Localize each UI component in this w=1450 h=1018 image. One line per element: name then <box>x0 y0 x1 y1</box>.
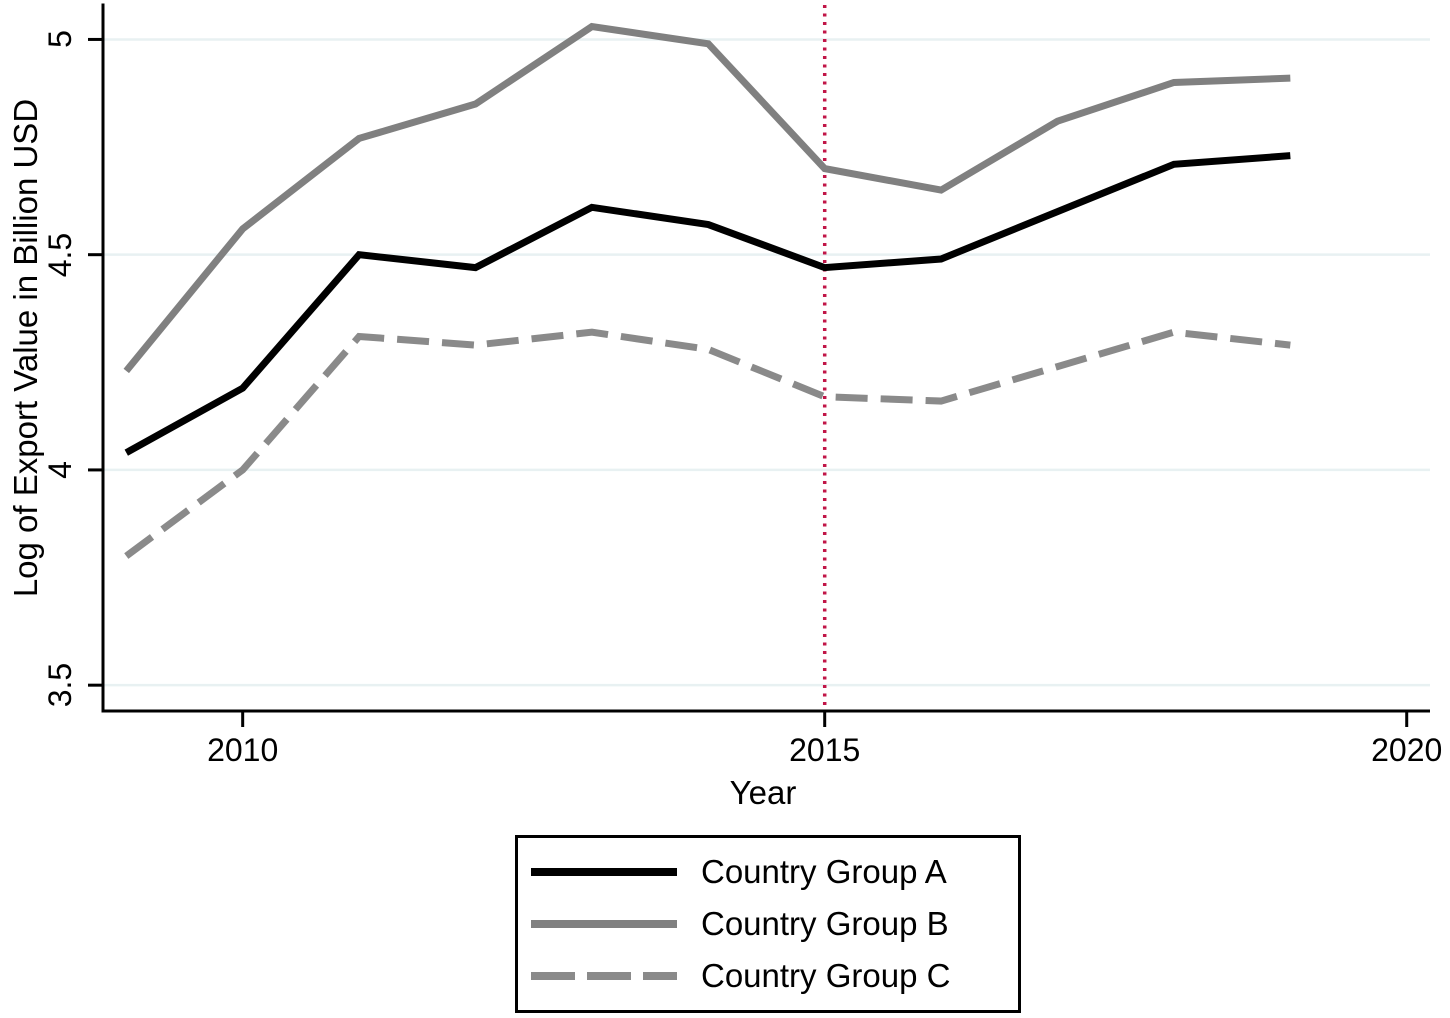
x-tick-label: 2020 <box>1371 732 1443 768</box>
legend-line-sample-solid-black <box>531 868 677 876</box>
series-line-country-group-c <box>124 328 1291 559</box>
legend-label: Country Group A <box>701 853 947 890</box>
legend-item-group-b: Country Group B <box>518 898 1018 950</box>
legend-label: Country Group B <box>701 905 949 942</box>
x-tick-label: 2015 <box>789 732 861 768</box>
y-tick-label: 3.5 <box>42 662 78 708</box>
legend: Country Group A Country Group B Country … <box>515 835 1021 1013</box>
y-axis-title: Log of Export Value in Billion USD <box>7 98 44 598</box>
plot-area <box>88 3 1430 727</box>
y-tick-label: 5 <box>42 30 78 49</box>
series-line-country-group-a <box>124 152 1291 456</box>
legend-line-sample-solid-gray <box>531 920 677 928</box>
y-tick-label: 4 <box>42 461 78 479</box>
legend-label: Country Group C <box>701 957 951 994</box>
series-line-country-group-b <box>123 22 1291 374</box>
y-tick-label: 4.5 <box>42 232 78 277</box>
x-axis-title: Year <box>729 774 797 811</box>
legend-item-group-c: Country Group C <box>518 950 1018 1002</box>
legend-line-sample-dashed-gray <box>531 972 677 980</box>
legend-item-group-a: Country Group A <box>518 846 1018 898</box>
x-tick-label: 2010 <box>207 732 279 768</box>
